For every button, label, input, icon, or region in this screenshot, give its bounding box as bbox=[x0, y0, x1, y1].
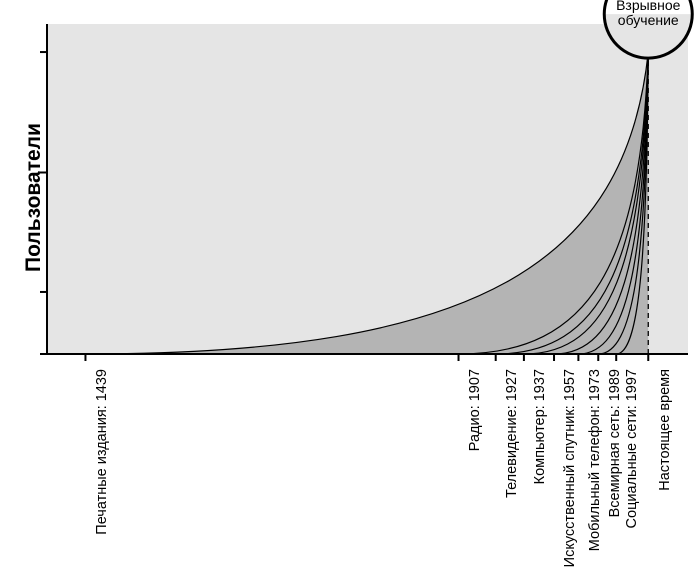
x-label-series-4: Искусственный спутник: 1957 bbox=[562, 369, 578, 569]
x-label-series-7: Социальные сети: 1997 bbox=[624, 369, 640, 569]
x-label-present: Настоящее время bbox=[657, 369, 673, 569]
x-label-series-6: Всемирная сеть: 1989 bbox=[607, 369, 623, 569]
x-label-series-5: Мобильный телефон: 1973 bbox=[587, 369, 603, 569]
x-label-series-0: Печатные издания: 1439 bbox=[94, 369, 110, 569]
x-label-series-1: Радио: 1907 bbox=[467, 369, 483, 569]
x-label-series-2: Телевидение: 1927 bbox=[504, 369, 520, 569]
x-label-series-3: Компьютер: 1937 bbox=[532, 369, 548, 569]
chart-container: Пользователи Печатные издания: 1439 Радио… bbox=[0, 0, 699, 570]
y-axis-label: Пользователи bbox=[22, 123, 46, 272]
circle-label: Взрывное обучение bbox=[606, 0, 690, 27]
